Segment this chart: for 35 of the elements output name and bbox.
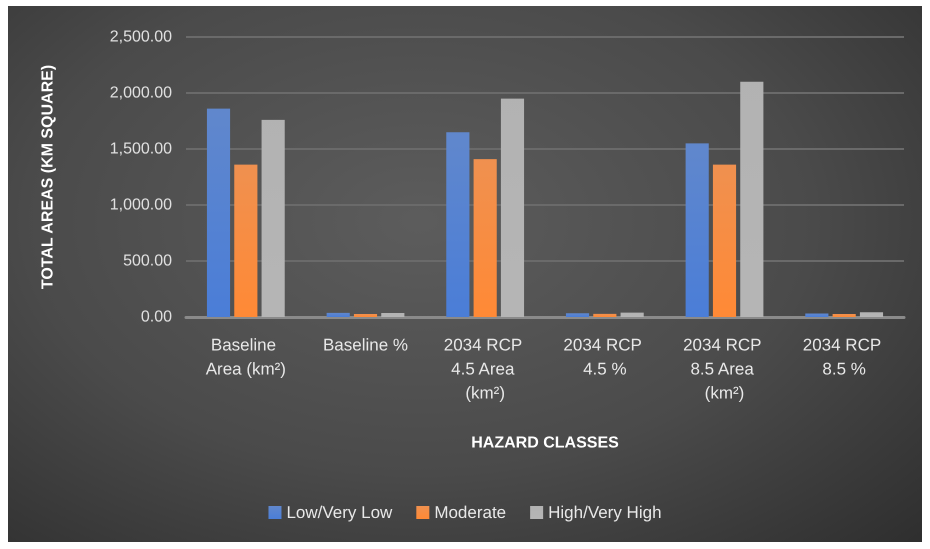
bar <box>740 82 764 317</box>
bar <box>206 108 230 317</box>
y-tick-label: 1,500.00 <box>110 140 172 158</box>
bar <box>832 314 856 317</box>
y-tick-label: 2,000.00 <box>110 84 172 102</box>
legend-label: Moderate <box>434 503 506 522</box>
bar <box>805 314 828 317</box>
y-tick-label: 500.00 <box>123 252 172 270</box>
legend-label: Low/Very Low <box>286 503 394 522</box>
bar <box>354 314 378 317</box>
y-axis-title: TOTAL AREAS (KM SQUARE) <box>40 64 56 290</box>
bar <box>381 312 404 317</box>
x-tick-label: 2034 RCP 8.5 % <box>802 336 886 378</box>
bar <box>446 132 470 317</box>
x-axis-title: HAZARD CLASSES <box>471 434 620 452</box>
bar <box>500 98 524 317</box>
bar <box>860 312 884 317</box>
x-tick-label: 2034 RCP 8.5 Area (km²) <box>683 336 766 402</box>
bar <box>326 312 350 317</box>
bar <box>566 313 590 317</box>
x-tick-label: 2034 RCP 4.5 % <box>563 336 646 378</box>
bar <box>474 159 497 317</box>
bar <box>620 312 644 317</box>
x-tick-label: Baseline % <box>322 336 408 354</box>
bar <box>686 143 709 317</box>
bar <box>593 314 616 317</box>
bar <box>262 120 285 317</box>
y-tick-label: 1,000.00 <box>110 196 172 214</box>
y-tick-label: 2,500.00 <box>110 28 172 46</box>
bar <box>234 164 258 317</box>
bar <box>712 164 736 317</box>
x-tick-label: 2034 RCP 4.5 Area (km²) <box>444 336 527 402</box>
y-tick-label: 0.00 <box>140 308 172 326</box>
x-tick-label: Baseline Area (km²) <box>206 336 286 378</box>
legend-label: High/Very High <box>548 503 662 522</box>
